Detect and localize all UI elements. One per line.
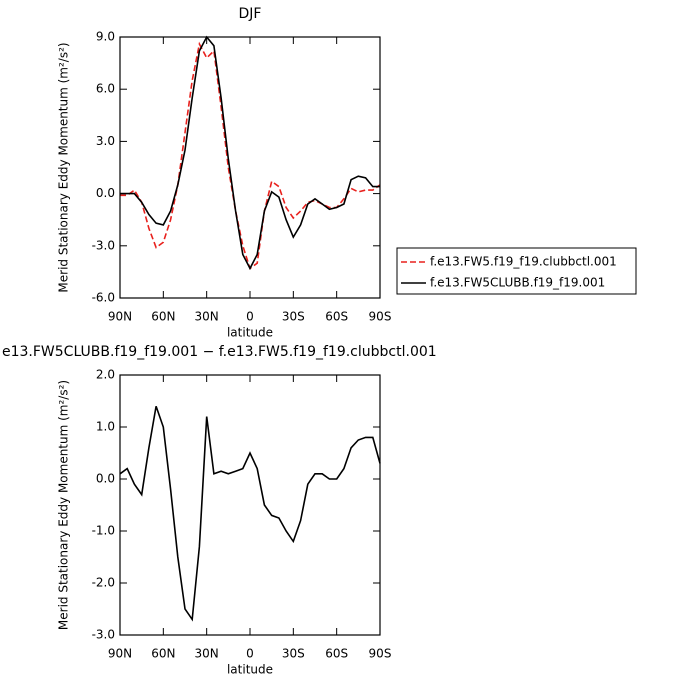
- data-line: [120, 35, 380, 271]
- y-tick-label: -6.0: [92, 291, 115, 305]
- x-tick-label: 60S: [325, 310, 348, 324]
- plot-frame: [119, 36, 381, 299]
- y-tick-label: 6.0: [96, 82, 115, 96]
- x-tick-label: 0: [246, 647, 254, 661]
- y-tick-label: 9.0: [96, 30, 115, 44]
- x-tick-label: 90S: [369, 310, 392, 324]
- x-tick-label: 60S: [325, 647, 348, 661]
- x-tick-label: 60N: [151, 647, 175, 661]
- x-tick-label: 0: [246, 310, 254, 324]
- x-tick-label: 90N: [108, 310, 132, 324]
- y-tick-label: 2.0: [96, 368, 115, 382]
- y-tick-label: 1.0: [96, 420, 115, 434]
- chart-title: e13.FW5CLUBB.f19_f19.001 − f.e13.FW5.f19…: [2, 344, 437, 360]
- x-tick-label: 30N: [195, 647, 219, 661]
- x-tick-label: 90N: [108, 647, 132, 661]
- y-tick-label: -3.0: [92, 628, 115, 642]
- x-axis-label: latitude: [227, 663, 273, 677]
- x-tick-label: 30N: [195, 310, 219, 324]
- data-line: [120, 41, 381, 270]
- x-tick-label: 60N: [151, 310, 175, 324]
- y-tick-label: 3.0: [96, 134, 115, 148]
- y-tick-label: -2.0: [92, 576, 115, 590]
- y-tick-label: 0.0: [96, 186, 115, 200]
- y-axis-label: Merid Stationary Eddy Momentum (m²/s²): [57, 42, 71, 292]
- y-tick-label: -1.0: [92, 524, 115, 538]
- x-axis-label: latitude: [227, 326, 273, 340]
- x-tick-label: 30S: [282, 647, 305, 661]
- y-tick-label: -3.0: [92, 238, 115, 252]
- x-tick-label: 90S: [369, 647, 392, 661]
- x-tick-label: 30S: [282, 310, 305, 324]
- legend-label: f.e13.FW5.f19_f19.clubbctl.001: [430, 255, 617, 269]
- chart-title: DJF: [239, 6, 262, 22]
- y-axis-label: Merid Stationary Eddy Momentum (m²/s²): [57, 380, 71, 630]
- data-line: [119, 405, 381, 622]
- legend-box: [396, 247, 637, 295]
- y-tick-label: 0.0: [96, 472, 115, 486]
- legend-label: f.e13.FW5CLUBB.f19_f19.001: [430, 276, 605, 290]
